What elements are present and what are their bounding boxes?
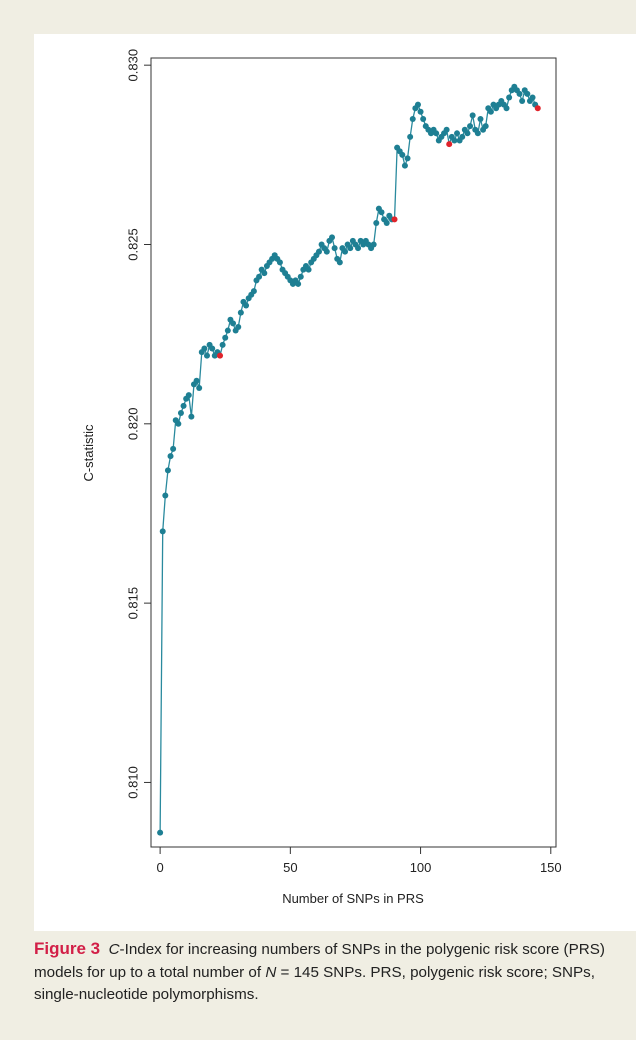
data-point bbox=[224, 327, 231, 334]
data-point bbox=[237, 309, 244, 316]
data-point bbox=[404, 155, 411, 162]
data-point bbox=[451, 137, 458, 144]
data-point bbox=[373, 219, 380, 226]
data-point bbox=[399, 151, 406, 158]
figure-panel bbox=[34, 34, 636, 931]
x-axis-label: Number of SNPs in PRS bbox=[282, 891, 424, 906]
data-point bbox=[459, 133, 466, 140]
data-point bbox=[261, 270, 268, 277]
data-point bbox=[529, 94, 536, 101]
data-point bbox=[409, 115, 416, 122]
data-point bbox=[467, 123, 474, 130]
data-point bbox=[378, 209, 385, 216]
data-point bbox=[250, 288, 257, 295]
x-tick-label: 150 bbox=[540, 860, 562, 875]
caption-text-1: -Index for increasing numbers of SNPs in… bbox=[34, 941, 605, 981]
data-point bbox=[355, 245, 362, 252]
caption-text-2: = 145 SNPs. PRS, polygenic risk score; S… bbox=[34, 963, 595, 1004]
y-tick-label: 0.815 bbox=[126, 587, 141, 620]
data-point bbox=[159, 528, 166, 535]
data-point bbox=[370, 241, 377, 248]
y-tick-label: 0.810 bbox=[126, 766, 141, 799]
data-point bbox=[469, 112, 476, 119]
data-point bbox=[188, 413, 195, 420]
data-point bbox=[487, 108, 494, 115]
data-point bbox=[383, 219, 390, 226]
x-tick-label: 100 bbox=[410, 860, 432, 875]
data-point bbox=[167, 453, 174, 460]
highlight-point bbox=[217, 352, 224, 359]
data-point bbox=[516, 90, 523, 97]
data-point bbox=[204, 352, 210, 359]
y-tick-label: 0.820 bbox=[126, 408, 141, 441]
x-tick-label: 0 bbox=[156, 860, 163, 875]
data-point bbox=[162, 492, 169, 499]
data-point bbox=[506, 94, 513, 101]
data-point bbox=[433, 130, 440, 137]
data-point bbox=[185, 392, 192, 399]
figure-label: Figure 3 bbox=[34, 939, 101, 958]
data-point bbox=[196, 384, 203, 391]
data-point bbox=[175, 420, 182, 427]
data-point bbox=[177, 410, 184, 417]
data-point bbox=[401, 162, 408, 169]
data-point bbox=[235, 323, 242, 330]
data-point bbox=[170, 445, 177, 452]
data-point bbox=[342, 248, 349, 255]
data-point bbox=[524, 90, 531, 97]
x-tick-label: 50 bbox=[283, 860, 297, 875]
figure-caption: Figure 3 C-Index for increasing numbers … bbox=[34, 938, 634, 1007]
data-point bbox=[482, 123, 489, 130]
data-point bbox=[193, 377, 200, 384]
data-point bbox=[315, 248, 322, 255]
caption-italic-c: C bbox=[108, 941, 120, 958]
data-point bbox=[305, 266, 312, 273]
data-point bbox=[164, 467, 171, 474]
data-point bbox=[219, 341, 226, 348]
data-point bbox=[201, 345, 208, 352]
y-tick-label: 0.830 bbox=[126, 49, 141, 82]
data-point bbox=[336, 259, 343, 266]
data-point bbox=[157, 829, 164, 836]
data-point bbox=[256, 273, 263, 280]
data-point bbox=[276, 259, 283, 266]
data-point bbox=[454, 130, 461, 137]
data-point bbox=[180, 402, 187, 409]
data-point bbox=[329, 234, 336, 241]
data-point bbox=[347, 245, 354, 252]
data-point bbox=[519, 98, 526, 105]
data-point bbox=[414, 101, 421, 108]
data-point bbox=[477, 115, 484, 122]
data-point bbox=[443, 126, 450, 133]
highlight-point bbox=[534, 105, 541, 112]
axes: 0 50 100 150 0.810 0.815 0.820 0.825 0.830 bbox=[126, 49, 562, 875]
chart: 0 50 100 150 0.810 0.815 0.820 0.825 0.830 Numbe… bbox=[81, 49, 562, 906]
data-point bbox=[243, 302, 250, 309]
data-point bbox=[474, 130, 481, 137]
caption-italic-n: N bbox=[265, 963, 277, 981]
data-point bbox=[503, 105, 510, 112]
data-point bbox=[407, 133, 414, 140]
y-tick-label: 0.825 bbox=[126, 228, 141, 261]
highlight-point bbox=[446, 141, 453, 148]
data-points bbox=[157, 83, 541, 836]
data-point bbox=[464, 130, 471, 137]
data-point bbox=[222, 334, 229, 341]
data-point bbox=[323, 248, 330, 255]
data-point bbox=[295, 280, 302, 287]
data-point bbox=[297, 273, 304, 280]
y-axis-label: C-statistic bbox=[81, 424, 96, 482]
data-point bbox=[417, 108, 424, 115]
data-point bbox=[331, 245, 338, 252]
data-point bbox=[209, 345, 216, 352]
data-point bbox=[230, 320, 237, 327]
highlight-point bbox=[391, 216, 398, 223]
data-point bbox=[420, 115, 427, 122]
plot-frame bbox=[150, 57, 557, 848]
series-line bbox=[159, 85, 539, 833]
